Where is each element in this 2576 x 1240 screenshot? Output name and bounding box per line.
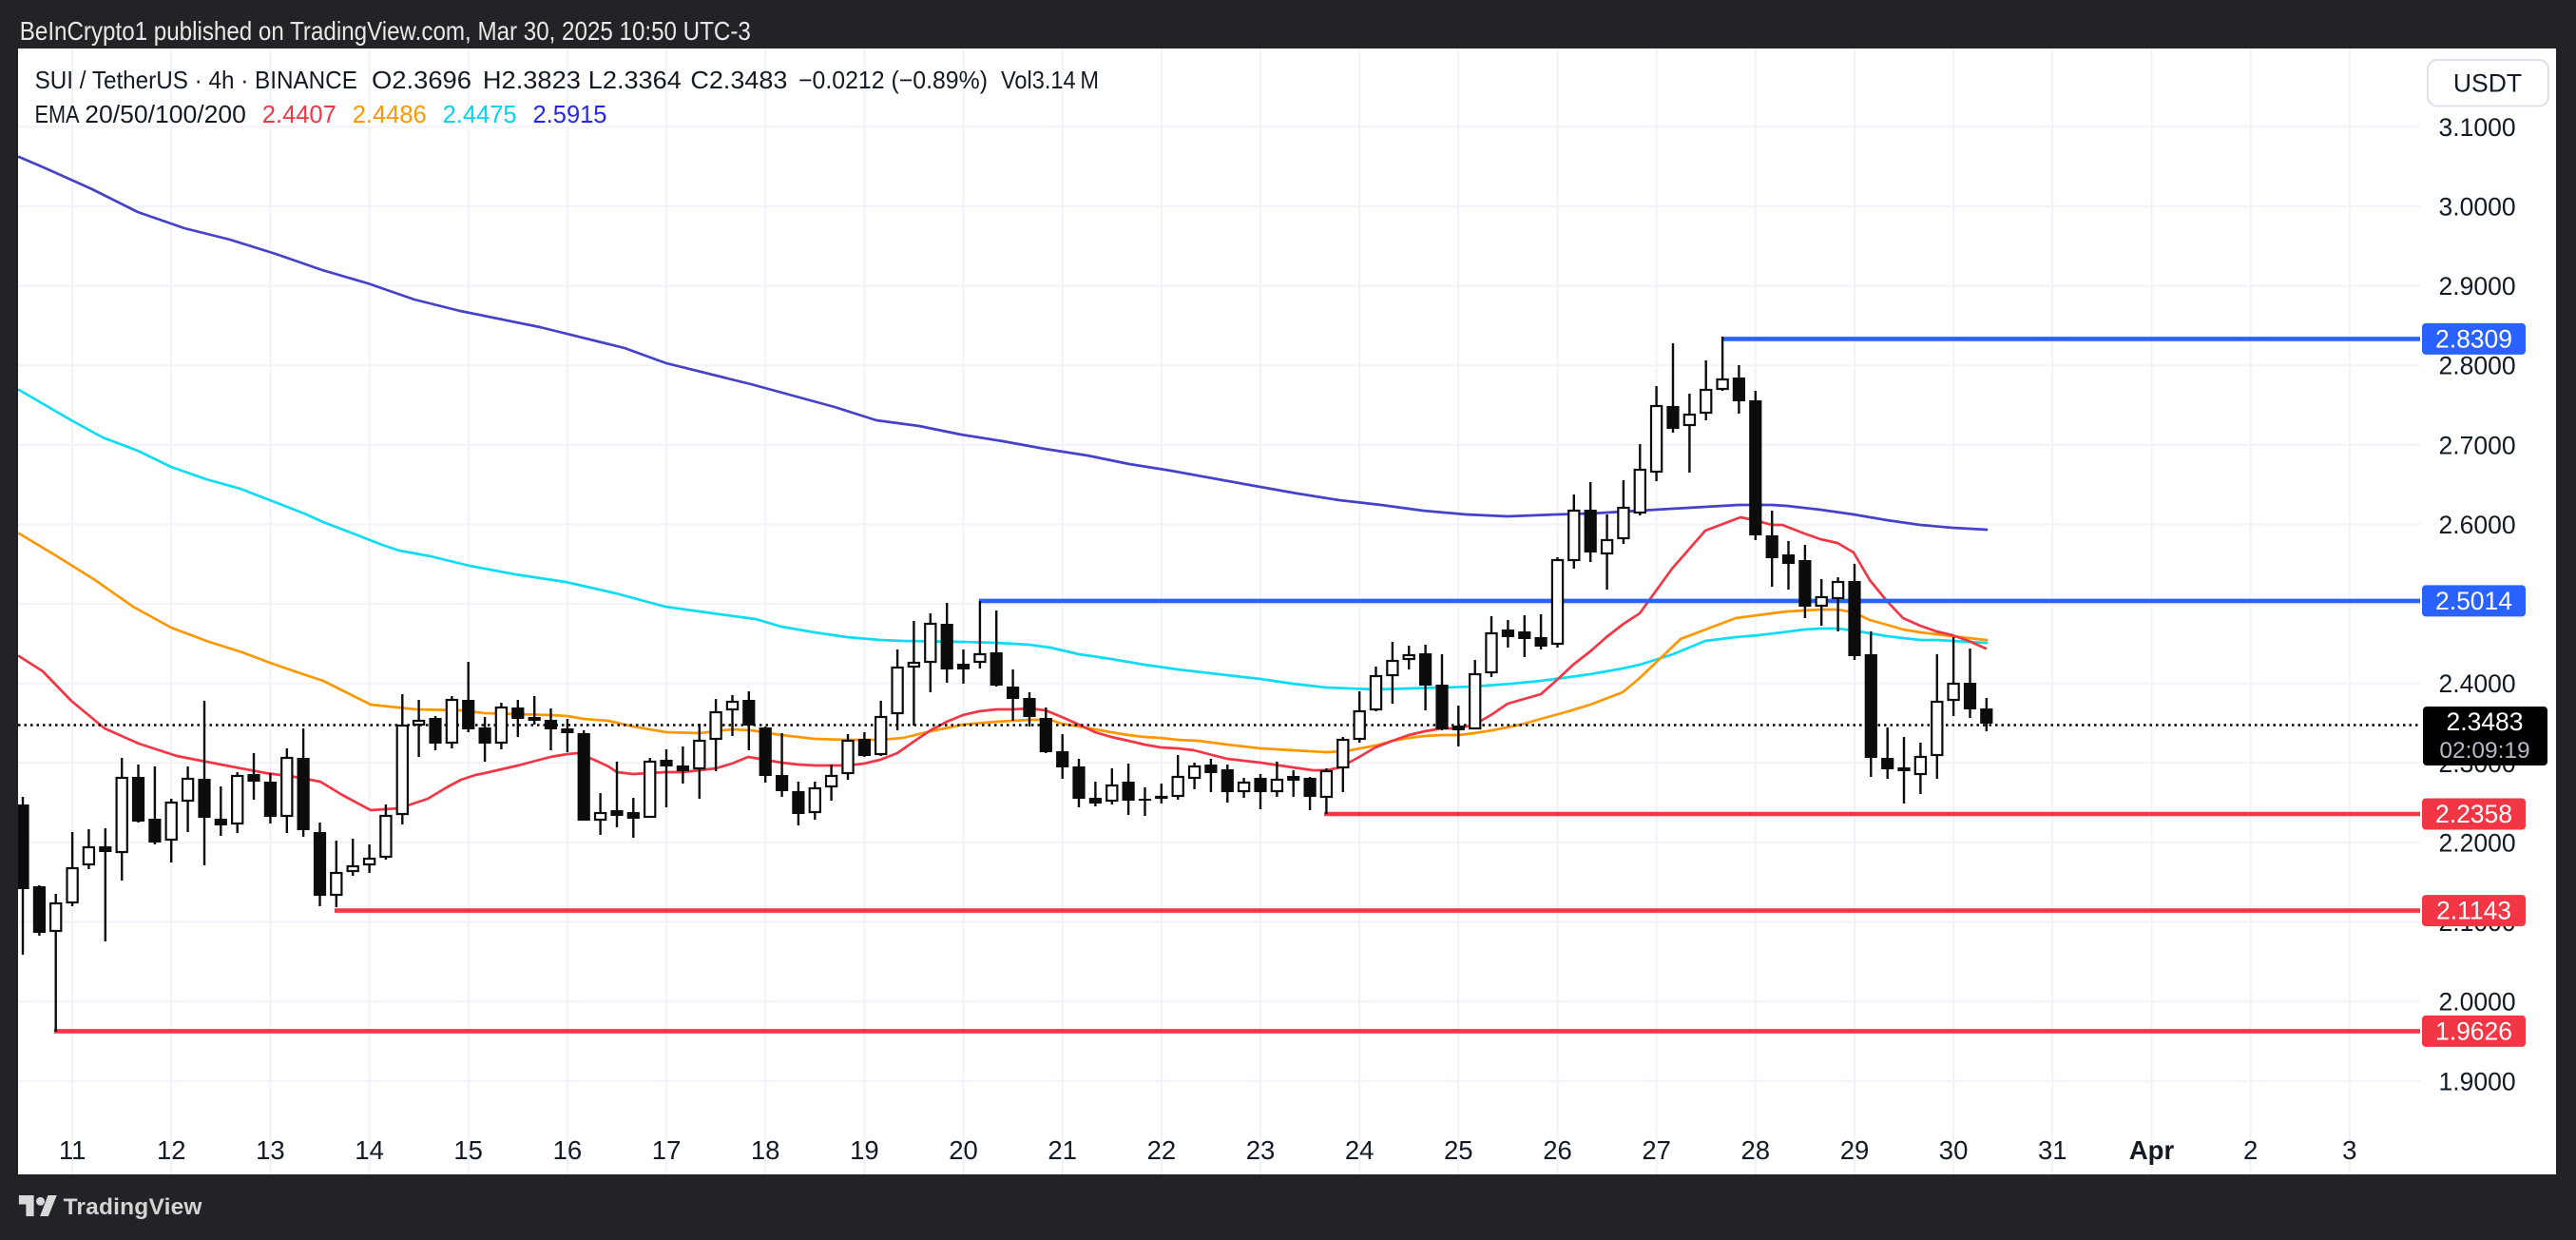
svg-text:USDT: USDT (2453, 69, 2522, 98)
svg-text:O2.3696: O2.3696 (372, 66, 471, 94)
svg-text:3.1000: 3.1000 (2439, 113, 2516, 142)
svg-text:16: 16 (553, 1135, 583, 1165)
svg-text:14: 14 (355, 1135, 384, 1165)
svg-text:2.0000: 2.0000 (2439, 988, 2516, 1017)
svg-text:2.2000: 2.2000 (2439, 828, 2516, 857)
svg-text:26: 26 (1543, 1135, 1572, 1165)
svg-text:15: 15 (453, 1135, 483, 1165)
svg-text:28: 28 (1741, 1135, 1771, 1165)
svg-text:2.3483: 2.3483 (2446, 707, 2523, 736)
svg-text:17: 17 (652, 1135, 682, 1165)
svg-text:30: 30 (1939, 1135, 1969, 1165)
svg-text:13: 13 (256, 1135, 285, 1165)
svg-text:2: 2 (2243, 1135, 2258, 1165)
svg-text:2.9000: 2.9000 (2439, 272, 2516, 300)
svg-text:BeInCrypto1 published on Tradi: BeInCrypto1 published on TradingView.com… (20, 16, 751, 46)
svg-text:SUI / TetherUS · 4h · BINANCE: SUI / TetherUS · 4h · BINANCE (35, 66, 357, 94)
svg-text:3.0000: 3.0000 (2439, 192, 2516, 221)
svg-text:2.4486: 2.4486 (353, 100, 427, 128)
svg-text:2.4475: 2.4475 (443, 100, 517, 128)
svg-text:02:09:19: 02:09:19 (2439, 738, 2529, 764)
svg-text:2.7000: 2.7000 (2439, 431, 2516, 459)
svg-text:2.2358: 2.2358 (2435, 800, 2512, 828)
svg-text:31: 31 (2038, 1135, 2067, 1165)
svg-text:19: 19 (850, 1135, 879, 1165)
svg-text:−0.0212 (−0.89%): −0.0212 (−0.89%) (798, 66, 988, 94)
svg-text:TradingView: TradingView (64, 1194, 203, 1220)
svg-text:Apr: Apr (2129, 1135, 2175, 1165)
svg-text:H2.3823: H2.3823 (483, 66, 581, 94)
svg-text:22: 22 (1147, 1135, 1177, 1165)
svg-text:24: 24 (1345, 1135, 1375, 1165)
svg-text:3: 3 (2342, 1135, 2356, 1165)
svg-text:2.6000: 2.6000 (2439, 511, 2516, 539)
svg-text:23: 23 (1246, 1135, 1276, 1165)
svg-text:C2.3483: C2.3483 (690, 66, 787, 94)
svg-text:12: 12 (157, 1135, 186, 1165)
svg-text:L2.3364: L2.3364 (588, 66, 682, 94)
svg-text:20: 20 (949, 1135, 978, 1165)
svg-text:2.8000: 2.8000 (2439, 352, 2516, 380)
svg-text:11: 11 (59, 1135, 87, 1165)
svg-text:21: 21 (1048, 1135, 1077, 1165)
svg-text:2.1143: 2.1143 (2436, 897, 2511, 925)
svg-text:Vol3.14 M: Vol3.14 M (1001, 66, 1099, 94)
svg-text:2.4000: 2.4000 (2439, 669, 2516, 698)
svg-text:2.5014: 2.5014 (2435, 587, 2512, 615)
svg-text:1.9626: 1.9626 (2435, 1017, 2512, 1045)
svg-text:1.9000: 1.9000 (2439, 1067, 2516, 1095)
svg-text:27: 27 (1642, 1135, 1671, 1165)
svg-text:29: 29 (1840, 1135, 1870, 1165)
svg-text:2.5915: 2.5915 (533, 100, 607, 128)
svg-text:25: 25 (1444, 1135, 1473, 1165)
svg-text:2.8309: 2.8309 (2435, 324, 2512, 353)
svg-text:20/50/100/200: 20/50/100/200 (85, 100, 246, 128)
svg-text:EMA: EMA (35, 100, 81, 128)
svg-text:2.4407: 2.4407 (262, 100, 336, 128)
svg-text:18: 18 (751, 1135, 780, 1165)
